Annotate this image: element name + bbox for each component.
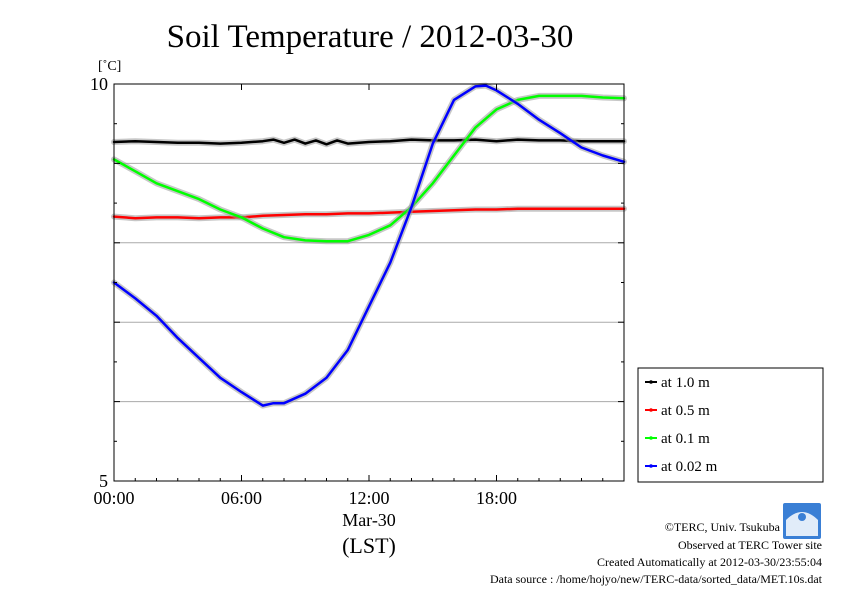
y-tick-label: 5 [99, 471, 108, 491]
legend-label-2: at 0.1 m [661, 431, 710, 447]
axis-ticks: 00:00 06:00 12:00 18:00 5 10 [90, 74, 624, 508]
legend-label-1: at 0.5 m [661, 403, 710, 419]
x-tick-label: 18:00 [476, 488, 517, 508]
legend-label-3: at 0.02 m [661, 459, 718, 475]
source-text: Data source : /home/hojyo/new/TERC-data/… [490, 572, 823, 586]
series-line-0 [112, 138, 626, 146]
gridlines [114, 162, 624, 403]
legend-marker-1 [649, 408, 653, 412]
series-line-1 [112, 207, 626, 220]
series-line-2 [112, 94, 626, 243]
series-halo-3 [111, 82, 627, 409]
x-tick-label: 00:00 [93, 488, 134, 508]
legend: at 1.0 m at 0.5 m at 0.1 m at 0.02 m [637, 367, 824, 483]
terc-logo [783, 503, 821, 539]
legend-marker-3 [649, 464, 653, 468]
y-tick-label: 10 [90, 74, 108, 94]
chart-title: Soil Temperature / 2012-03-30 [167, 19, 574, 55]
y-axis-unit: [˚C] [98, 59, 121, 74]
copyright-text: ©TERC, Univ. Tsukuba [665, 520, 781, 534]
x-tick-label: 12:00 [348, 488, 389, 508]
legend-marker-2 [649, 436, 653, 440]
legend-box [637, 367, 824, 483]
series-line-3 [112, 84, 626, 407]
observed-text: Observed at TERC Tower site [678, 538, 822, 552]
x-date-label: Mar-30 [342, 510, 396, 530]
x-tick-label: 06:00 [221, 488, 262, 508]
x-axis-label: (LST) [342, 533, 396, 558]
plot-series [111, 82, 627, 409]
created-text: Created Automatically at 2012-03-30/23:5… [597, 555, 822, 569]
logo-drop-shape [798, 513, 806, 521]
legend-label-0: at 1.0 m [661, 375, 710, 391]
logo-dome-shape [786, 512, 818, 536]
legend-marker-0 [649, 380, 653, 384]
